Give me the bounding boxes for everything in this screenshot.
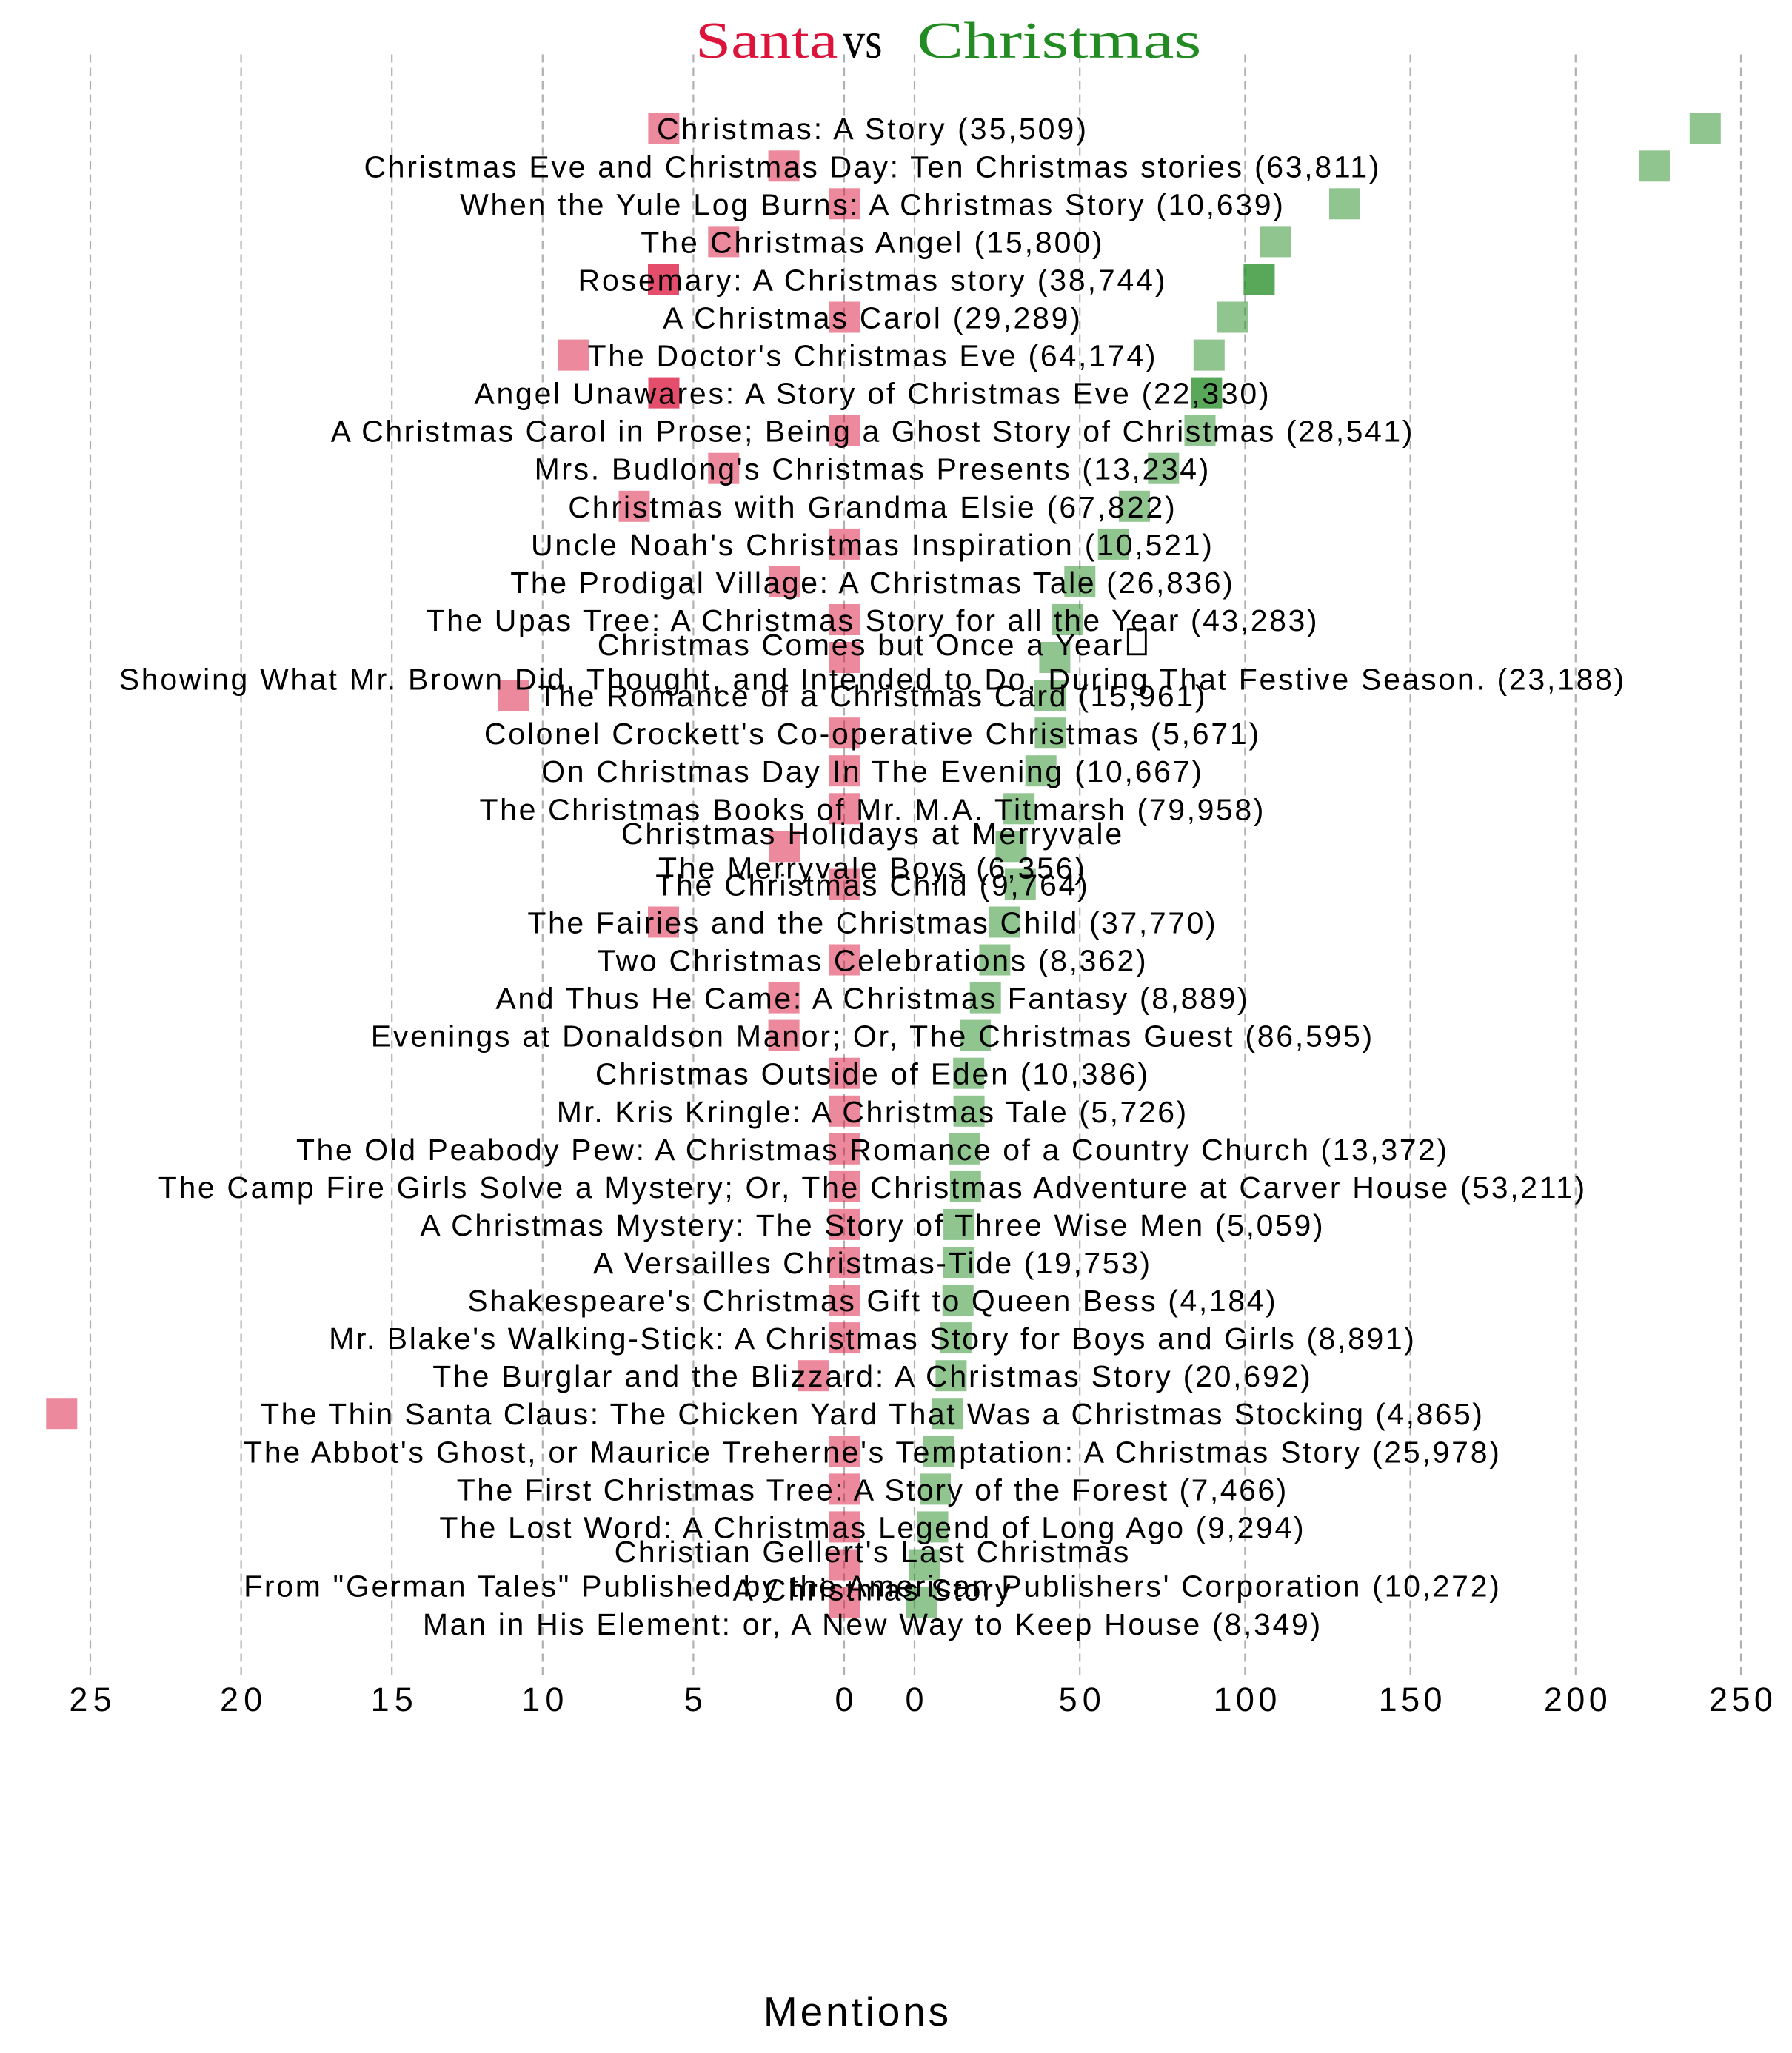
svg-text:A Christmas Story: A Christmas Story <box>733 1573 1011 1607</box>
svg-text:Angel Unawares: A Story of Chr: Angel Unawares: A Story of Christmas Eve… <box>474 377 1268 411</box>
svg-text:And Thus He Came: A Christmas: And Thus He Came: A Christmas Fantasy (8… <box>495 982 1247 1016</box>
svg-text:Showing What Mr. Brown Did, Th: Showing What Mr. Brown Did, Thought, and… <box>119 662 1624 696</box>
svg-text:The Thin Santa Claus: The Chic: The Thin Santa Claus: The Chicken Yard T… <box>261 1397 1482 1431</box>
svg-text:The Lost Word: A Christmas Leg: The Lost Word: A Christmas Legend of Lon… <box>439 1510 1303 1544</box>
svg-text:The Christmas Angel (15,800): The Christmas Angel (15,800) <box>641 225 1102 259</box>
svg-text:The Upas Tree: A Christmas Sto: The Upas Tree: A Christmas Story for all… <box>427 603 1317 637</box>
svg-text:Mrs. Budlong's Christmas Prese: Mrs. Budlong's Christmas Presents (13,23… <box>535 452 1209 486</box>
svg-text:5: 5 <box>684 1681 703 1718</box>
svg-text:The Christmas Child (9,764): The Christmas Child (9,764) <box>655 868 1088 902</box>
svg-text:On Christmas Day In The Evenin: On Christmas Day In The Evening (10,667) <box>541 754 1202 788</box>
svg-text:Shakespeare's Christmas Gift t: Shakespeare's Christmas Gift to Queen Be… <box>467 1284 1275 1318</box>
svg-text:200: 200 <box>1544 1681 1608 1718</box>
svg-text:Rosemary: A Christmas story (3: Rosemary: A Christmas story (38,744) <box>578 263 1166 297</box>
svg-text:A Christmas Mystery: The Story: A Christmas Mystery: The Story of Three … <box>420 1208 1323 1242</box>
svg-text:The Camp Fire Girls Solve a My: The Camp Fire Girls Solve a Mystery; Or,… <box>158 1170 1585 1205</box>
svg-text:0: 0 <box>835 1681 853 1718</box>
svg-text:Christmas Holidays at Merryval: Christmas Holidays at Merryvale <box>621 817 1122 851</box>
svg-text:The Fairies and the Christmas: The Fairies and the Christmas Child (37,… <box>527 906 1215 940</box>
svg-text:The Doctor's Christmas Eve (64: The Doctor's Christmas Eve (64,174) <box>587 339 1155 373</box>
svg-text:Man in His Element: or, A New: Man in His Element: or, A New Way to Kee… <box>423 1607 1320 1641</box>
svg-text:Mr. Kris Kringle: A Christmas: Mr. Kris Kringle: A Christmas Tale (5,72… <box>557 1095 1186 1129</box>
svg-text:Christmas with Grandma Elsie (: Christmas with Grandma Elsie (67,822) <box>568 490 1175 524</box>
svg-text:Christmas: A Story (35,509): Christmas: A Story (35,509) <box>657 112 1086 146</box>
svg-text:Two Christmas Celebrations (8,: Two Christmas Celebrations (8,362) <box>597 944 1146 978</box>
svg-text:100: 100 <box>1213 1681 1277 1718</box>
svg-text:Christmas: Christmas <box>917 13 1201 70</box>
svg-text:The Abbot's Ghost, or Maurice: The Abbot's Ghost, or Maurice Treherne's… <box>244 1435 1500 1469</box>
svg-text:0: 0 <box>905 1681 923 1718</box>
svg-text:The Prodigal Village: A Christ: The Prodigal Village: A Christmas Tale (… <box>510 566 1233 600</box>
svg-text:Mentions: Mentions <box>763 1989 949 2034</box>
svg-text:The Burglar and the Blizzard:: The Burglar and the Blizzard: A Christma… <box>432 1359 1311 1393</box>
svg-text:vs: vs <box>843 13 883 70</box>
svg-text:A Christmas Carol (29,289): A Christmas Carol (29,289) <box>663 301 1080 335</box>
svg-text:From "German Tales" Published: From "German Tales" Published by the Ame… <box>244 1570 1500 1604</box>
svg-text:Santa: Santa <box>695 13 838 70</box>
svg-text:Colonel Crockett's Co-operativ: Colonel Crockett's Co-operative Christma… <box>484 717 1259 751</box>
svg-text:The Romance of a Christmas Car: The Romance of a Christmas Card (15,961) <box>538 679 1206 713</box>
svg-text:The Merryvale Boys (6,356): The Merryvale Boys (6,356) <box>658 851 1085 885</box>
svg-text:150: 150 <box>1379 1681 1442 1718</box>
svg-text:When the Yule Log Burns: A Chr: When the Yule Log Burns: A Christmas Sto… <box>460 187 1283 221</box>
svg-text:Uncle Noah's Christmas Inspira: Uncle Noah's Christmas Inspiration (10,5… <box>531 528 1212 562</box>
svg-text:Christmas Outside of Eden (10,: Christmas Outside of Eden (10,386) <box>595 1057 1148 1091</box>
svg-text:Mr. Blake's Walking-Stick: A C: Mr. Blake's Walking-Stick: A Christmas S… <box>329 1322 1414 1356</box>
svg-text:250: 250 <box>1709 1681 1773 1718</box>
svg-text:A Christmas Carol in Prose; Be: A Christmas Carol in Prose; Being a Ghos… <box>331 415 1413 449</box>
svg-text:Christmas Comes but Once a Yea: Christmas Comes but Once a Year <box>598 628 1123 662</box>
svg-text:The First Christmas Tree: A St: The First Christmas Tree: A Story of the… <box>457 1473 1287 1507</box>
